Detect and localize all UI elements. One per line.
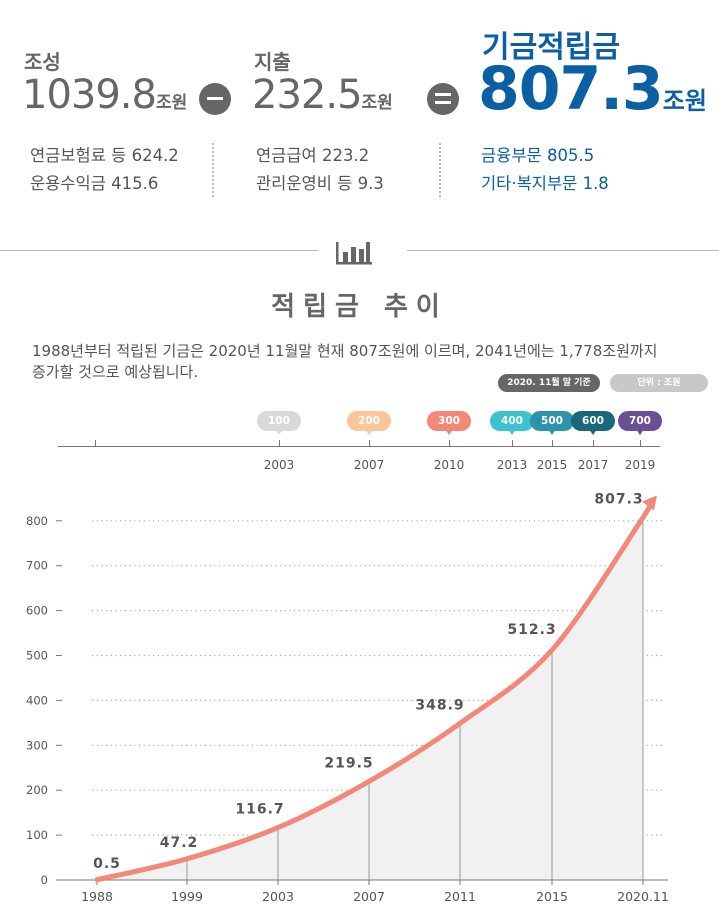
milestone-label: 500 — [541, 415, 563, 427]
expense-label: 지출 — [254, 50, 291, 74]
milestone-badge: 600 — [571, 411, 615, 435]
reserve-label: 기금적립금 — [482, 30, 620, 65]
data-label: 219.5 — [324, 755, 373, 771]
bar-chart-icon — [336, 242, 372, 265]
x-tick-label: 2003 — [262, 889, 294, 904]
milestone-label: 700 — [629, 415, 651, 427]
expense-detail-1: 연금급여 223.2 — [256, 146, 370, 165]
milestone-label: 300 — [438, 415, 460, 427]
divider — [407, 250, 719, 251]
section-description: 1988년부터 적립된 기금은 2020년 11월말 현재 807조원에 이르며… — [32, 341, 712, 383]
x-tick-label: 2011 — [444, 889, 476, 904]
x-tick-label: 2007 — [353, 889, 385, 904]
income-detail-2: 운용수익금 415.6 — [30, 174, 159, 193]
milestone-year: 2007 — [353, 458, 385, 472]
arrow-head-icon — [642, 495, 657, 511]
y-tick-label: 800 — [26, 514, 48, 528]
income-unit: 조원 — [155, 93, 188, 113]
income-details: 연금보험료 등 624.2 운용수익금 415.6 — [30, 142, 179, 198]
milestone-year: 2003 — [263, 458, 295, 472]
data-label: 348.9 — [415, 697, 464, 713]
data-label: 0.5 — [93, 856, 121, 872]
equals-operator-icon — [427, 83, 459, 115]
reserve-details: 금융부문 805.5 기타·복지부문 1.8 — [481, 142, 609, 198]
expense-amount: 232.5조원 — [252, 72, 393, 118]
timeline-tick — [593, 440, 594, 447]
reserve-value: 807.3 — [478, 54, 664, 124]
section-title: 적립금 추이 — [271, 292, 448, 322]
milestone-label: 200 — [358, 415, 380, 427]
expense-unit: 조원 — [361, 93, 393, 113]
milestone-year: 2013 — [496, 458, 528, 472]
y-tick-label: 200 — [26, 783, 48, 797]
milestone-year: 2015 — [536, 458, 568, 472]
y-tick-label: 0 — [41, 873, 48, 887]
badge-pointer — [365, 429, 373, 435]
timeline-tick — [369, 440, 370, 447]
series-line — [94, 502, 654, 883]
data-label: 47.2 — [160, 835, 199, 851]
reserve-detail-1: 금융부문 805.5 — [481, 146, 595, 165]
divider — [439, 143, 441, 197]
income-label: 조성 — [24, 50, 61, 74]
milestone-year: 2010 — [433, 458, 465, 472]
timeline-tick — [640, 440, 641, 447]
area-fill — [97, 517, 643, 880]
y-tick-label: 700 — [26, 559, 48, 573]
badge-pointer — [589, 429, 597, 435]
timeline-tick — [449, 440, 450, 447]
x-tick-label: 1999 — [171, 889, 203, 904]
milestone-label: 100 — [268, 415, 290, 427]
description-line-2: 증가할 것으로 예상됩니다. — [32, 363, 199, 381]
x-tick-label: 1988 — [81, 889, 113, 904]
milestone-label: 600 — [582, 415, 604, 427]
income-amount: 1039.8조원 — [22, 72, 187, 118]
divider — [212, 143, 214, 197]
badge-pointer — [275, 429, 283, 435]
milestone-badge: 300 — [427, 411, 471, 435]
milestone-badge: 400 — [490, 411, 534, 435]
y-tick-label: 600 — [26, 604, 48, 618]
y-tick-label: 100 — [26, 828, 48, 842]
reserve-line-chart: 0 100 200 300 400 500 600 700 800 1988 1999 2003 200… — [26, 492, 669, 904]
timeline-axis — [58, 446, 660, 447]
expense-detail-2: 관리운영비 등 9.3 — [256, 174, 384, 193]
reserve-amount: 807.3조원 — [478, 54, 707, 124]
milestone-badge: 200 — [347, 411, 391, 435]
income-value: 1039.8 — [22, 72, 157, 118]
badge-pointer — [445, 429, 453, 435]
x-tick-label: 2015 — [536, 889, 568, 904]
timeline-tick — [552, 440, 553, 447]
milestone-year: 2017 — [577, 458, 609, 472]
income-detail-1: 연금보험료 등 624.2 — [30, 146, 179, 165]
divider — [0, 250, 318, 251]
timeline-tick — [512, 440, 513, 447]
minus-operator-icon — [199, 83, 231, 115]
data-label: 807.3 — [594, 492, 643, 508]
expense-value: 232.5 — [252, 72, 363, 118]
basis-pill: 2020. 11월 말 기준 — [498, 374, 600, 392]
description-line-1: 1988년부터 적립된 기금은 2020년 11월말 현재 807조원에 이르며… — [32, 342, 658, 360]
milestone-label: 400 — [501, 415, 523, 427]
expense-details: 연금급여 223.2 관리운영비 등 9.3 — [256, 142, 384, 198]
milestone-badge: 500 — [530, 411, 574, 435]
milestone-year: 2019 — [624, 458, 656, 472]
milestone-badge: 100 — [257, 411, 301, 435]
y-tick-label: 500 — [26, 649, 48, 663]
badge-pointer — [636, 429, 644, 435]
badge-pointer — [508, 429, 516, 435]
data-label: 512.3 — [507, 622, 556, 638]
x-tick-label: 2020.11 — [617, 889, 669, 904]
badge-pointer — [548, 429, 556, 435]
unit-pill: 단위 : 조원 — [610, 374, 708, 392]
y-tick-label: 400 — [26, 693, 48, 707]
data-label: 116.7 — [235, 802, 284, 818]
reserve-unit: 조원 — [662, 87, 707, 115]
y-tick-label: 300 — [26, 738, 48, 752]
timeline-tick — [95, 440, 96, 447]
reserve-detail-2: 기타·복지부문 1.8 — [481, 174, 609, 193]
timeline-tick — [279, 440, 280, 447]
milestone-badge: 700 — [618, 411, 662, 435]
